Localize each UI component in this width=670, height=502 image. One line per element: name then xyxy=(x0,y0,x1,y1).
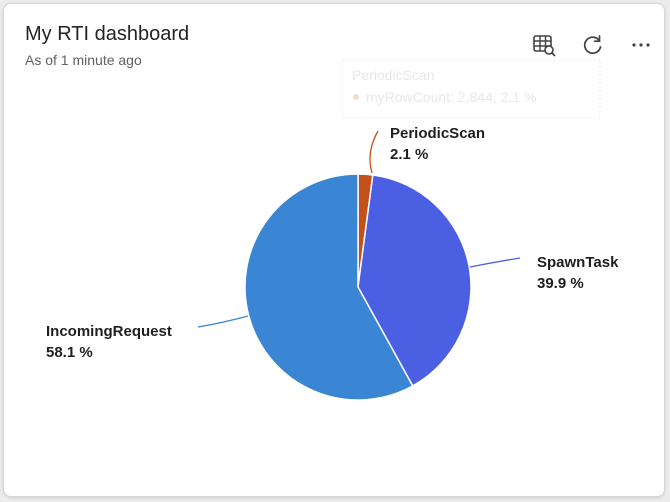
leader-line-spawntask xyxy=(469,257,521,268)
refresh-icon xyxy=(583,35,602,55)
tooltip-row: myRowCount: 2,844, 2.1 % xyxy=(366,89,536,105)
slice-label-spawntask: SpawnTask xyxy=(537,254,619,271)
refresh-button[interactable] xyxy=(578,30,608,60)
last-updated-text: As of 1 minute ago xyxy=(25,52,142,68)
table-view-icon xyxy=(533,35,556,57)
leader-line-periodicscan xyxy=(369,130,379,174)
slice-labels: PeriodicScan 2.1 % SpawnTask 39.9 % Incoming… xyxy=(46,125,619,361)
tooltip: PeriodicScan myRowCount: 2,844, 2.1 % xyxy=(341,59,601,119)
pie-slices xyxy=(244,173,472,401)
slice-label-incomingrequest: IncomingRequest xyxy=(46,323,172,340)
slice-value-incomingrequest: 58.1 % xyxy=(46,344,93,361)
slice-value-spawntask: 39.9 % xyxy=(537,275,584,292)
pie-slice-spawntask[interactable] xyxy=(357,174,472,387)
tooltip-dot xyxy=(353,94,359,100)
leader-lines xyxy=(197,130,521,328)
table-view-button[interactable] xyxy=(529,30,559,60)
more-options-icon xyxy=(632,43,650,47)
more-options-button[interactable] xyxy=(626,30,656,60)
pie-slice-incomingrequest[interactable] xyxy=(244,173,414,401)
tooltip-title: PeriodicScan xyxy=(352,67,435,83)
slice-value-periodicscan: 2.1 % xyxy=(390,146,428,163)
dashboard-title: My RTI dashboard xyxy=(25,23,190,45)
leader-line-incomingrequest xyxy=(197,315,249,328)
slice-label-periodicscan: PeriodicScan xyxy=(390,125,485,142)
